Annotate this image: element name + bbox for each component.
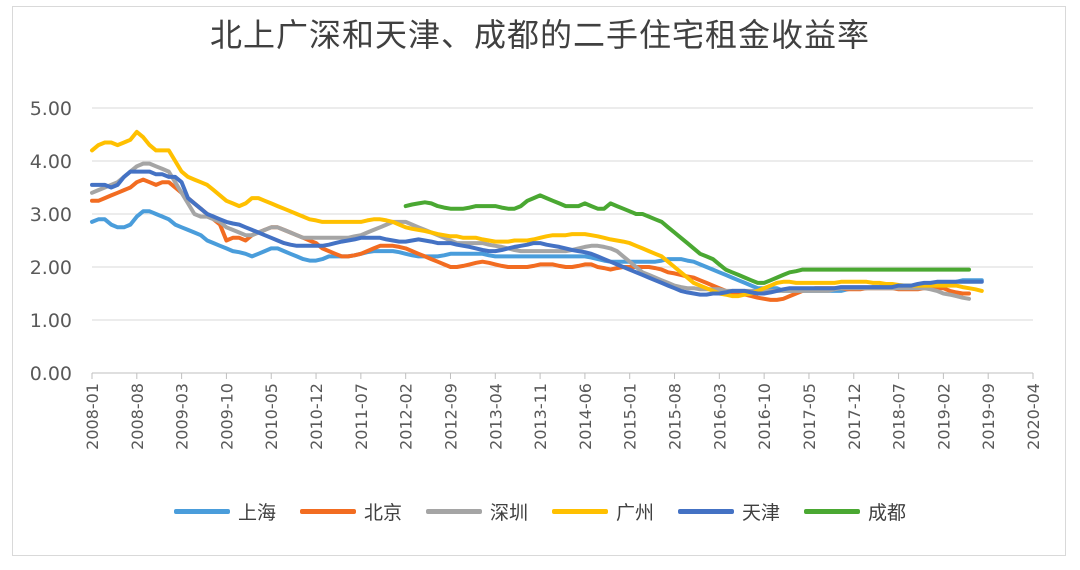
legend-swatch bbox=[552, 509, 608, 514]
legend-label: 天津 bbox=[742, 502, 781, 524]
y-tick-label: 0.00 bbox=[30, 363, 72, 385]
legend-item: 上海 bbox=[173, 498, 276, 525]
x-tick-label: 2015-08 bbox=[666, 383, 685, 450]
x-axis-ticks: 2008-01 2008-08 2009-03 2009-10 2010-05 2010-… bbox=[83, 373, 1043, 450]
x-tick-label: 2009-10 bbox=[217, 383, 236, 450]
legend-swatch bbox=[299, 509, 356, 514]
legend-swatch bbox=[678, 509, 735, 514]
legend-item: 广州 bbox=[552, 498, 654, 525]
x-tick-label: 2020-04 bbox=[1024, 383, 1043, 450]
series-line-5 bbox=[403, 193, 971, 285]
series-line-2 bbox=[90, 161, 971, 301]
x-tick-label: 2009-03 bbox=[173, 383, 192, 450]
x-tick-label: 2017-12 bbox=[845, 383, 864, 450]
legend-item: 北京 bbox=[299, 498, 402, 525]
legend-item: 深圳 bbox=[425, 498, 528, 525]
x-tick-label: 2008-01 bbox=[83, 383, 102, 450]
legend-item: 天津 bbox=[678, 498, 780, 525]
x-tick-label: 2016-03 bbox=[710, 383, 729, 450]
legend-swatch bbox=[425, 509, 482, 514]
legend-label: 成都 bbox=[868, 502, 907, 524]
x-tick-label: 2012-02 bbox=[397, 383, 416, 450]
legend-item: 成都 bbox=[804, 498, 906, 525]
y-tick-label: 4.00 bbox=[30, 151, 72, 173]
x-tick-label: 2019-02 bbox=[934, 383, 953, 450]
x-tick-label: 2013-04 bbox=[486, 383, 505, 450]
chart-frame bbox=[12, 6, 1066, 556]
x-tick-label: 2018-07 bbox=[890, 383, 909, 450]
y-tick-label: 1.00 bbox=[30, 310, 72, 332]
legend-label: 上海 bbox=[237, 502, 276, 524]
legend-label: 北京 bbox=[363, 502, 402, 524]
y-tick-label: 2.00 bbox=[30, 257, 72, 279]
y-axis-ticks: 0.00 1.00 2.00 3.00 4.00 5.00 bbox=[30, 98, 72, 385]
x-tick-label: 2011-07 bbox=[352, 383, 371, 450]
x-tick-label: 2016-10 bbox=[755, 383, 774, 450]
series-line-4 bbox=[90, 169, 984, 297]
chart-title: 北上广深和天津、成都的二手住宅租金收益率 bbox=[209, 16, 870, 54]
x-tick-label: 2010-05 bbox=[262, 383, 281, 450]
x-tick-label: 2012-09 bbox=[441, 383, 460, 450]
series-line-3 bbox=[90, 129, 984, 299]
legend-swatch bbox=[173, 509, 230, 514]
x-tick-label: 2014-06 bbox=[576, 383, 595, 450]
series-lines bbox=[90, 129, 984, 302]
legend-swatch bbox=[804, 509, 861, 514]
x-tick-label: 2010-12 bbox=[307, 383, 326, 450]
legend-label: 广州 bbox=[616, 502, 655, 524]
x-tick-label: 2008-08 bbox=[128, 383, 147, 450]
x-tick-label: 2019-09 bbox=[979, 383, 998, 450]
chart-legend: 上海 北京 深圳 广州 天津 成都 bbox=[0, 498, 1080, 525]
y-tick-label: 3.00 bbox=[30, 204, 72, 226]
x-tick-label: 2017-05 bbox=[800, 383, 819, 450]
x-tick-label: 2015-01 bbox=[621, 383, 640, 450]
legend-label: 深圳 bbox=[489, 502, 528, 524]
y-tick-label: 5.00 bbox=[30, 98, 72, 120]
x-tick-label: 2013-11 bbox=[531, 383, 550, 450]
